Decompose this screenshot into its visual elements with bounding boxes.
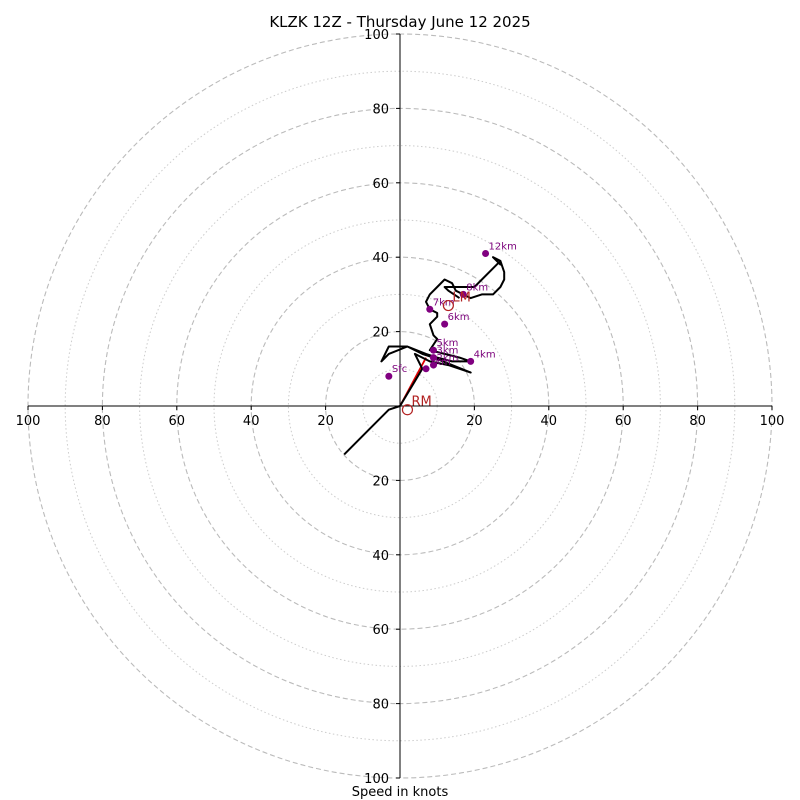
x-tick-label: 40 — [243, 414, 260, 429]
x-tick-label: 80 — [94, 414, 111, 429]
height-marker-dot — [429, 354, 437, 362]
height-marker-dot — [467, 357, 475, 365]
x-tick-label: 60 — [615, 414, 632, 429]
x-tick-labels: 100 80 60 40 20 20 40 60 80 100 — [16, 406, 785, 429]
storm-motion-circle — [401, 404, 414, 416]
height-marker-label: 3km — [436, 346, 458, 357]
storm-motion-circle — [442, 299, 454, 312]
storm-motion-label: LM — [452, 291, 470, 306]
height-marker-label: 2km — [436, 353, 458, 364]
height-marker-label: 5km — [436, 338, 458, 349]
y-tick-label: 80 — [372, 698, 389, 713]
height-marker-label: 8km — [466, 282, 488, 293]
x-tick-label: 60 — [169, 414, 186, 429]
chart-title: KLZK 12Z - Thursday June 12 2025 — [269, 13, 530, 31]
x-tick-label: 80 — [689, 414, 706, 429]
x-tick-label: 20 — [466, 414, 483, 429]
y-tick-label: 40 — [372, 549, 389, 564]
height-marker-dot — [441, 320, 449, 328]
y-tick-label: 20 — [372, 474, 389, 489]
height-marker-label: 1km — [429, 357, 451, 368]
storm-motion-label: RM — [411, 395, 431, 410]
height-marker-dot — [385, 372, 393, 380]
y-tick-label: 100 — [364, 28, 389, 43]
height-marker-dot — [429, 361, 437, 369]
height-marker-dot — [482, 249, 490, 257]
hodograph-line — [343, 256, 506, 456]
height-marker-label: 12km — [489, 241, 517, 252]
height-marker-dot — [459, 290, 467, 298]
x-axis-label: Speed in knots — [352, 785, 449, 800]
y-tick-label: 60 — [372, 177, 389, 192]
height-marker-dot — [426, 305, 434, 313]
x-tick-label: 40 — [541, 414, 558, 429]
storm-motion-markers: RM LM — [401, 291, 471, 416]
height-marker-label: 4km — [474, 349, 496, 360]
y-tick-label: 60 — [372, 623, 389, 638]
height-marker-label: 6km — [448, 312, 470, 323]
y-tick-label: 40 — [372, 251, 389, 266]
y-tick-label: 20 — [372, 326, 389, 341]
x-tick-label: 20 — [317, 414, 334, 429]
height-marker-dot — [429, 346, 437, 354]
y-tick-label: 80 — [372, 102, 389, 117]
x-tick-label: 100 — [760, 414, 785, 429]
height-marker-label: Sfc — [392, 364, 407, 375]
x-tick-label: 100 — [16, 414, 41, 429]
height-marker-dot — [422, 365, 430, 373]
y-tick-labels: 100 80 60 40 20 20 40 60 80 100 — [364, 28, 400, 787]
y-tick-label: 100 — [364, 772, 389, 787]
hodograph-trace — [343, 256, 506, 456]
